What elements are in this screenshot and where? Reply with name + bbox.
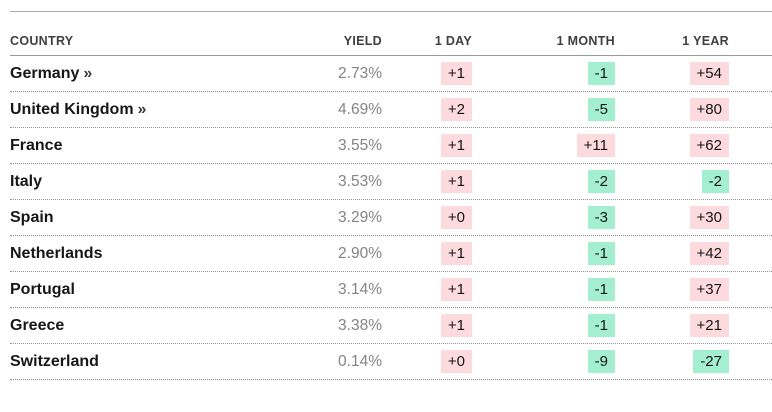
one-month-change-chip: -9 bbox=[587, 350, 615, 373]
country-cell: Spain bbox=[10, 209, 262, 227]
country-cell: Italy bbox=[10, 173, 262, 191]
yield-value: 3.14% bbox=[338, 280, 382, 298]
header-1-month: 1 MONTH bbox=[556, 34, 615, 48]
country-cell: Netherlands bbox=[10, 245, 262, 263]
table-row: Greece 3.38% +1 -1 +21 bbox=[10, 308, 772, 344]
one-year-change-chip: +62 bbox=[689, 134, 729, 157]
one-month-change-chip: -2 bbox=[587, 170, 615, 193]
table-row: Netherlands 2.90% +1 -1 +42 bbox=[10, 236, 772, 272]
table-row: Spain 3.29% +0 -3 +30 bbox=[10, 200, 772, 236]
table-row: France 3.55% +1 +11 +62 bbox=[10, 128, 772, 164]
header-1-day: 1 DAY bbox=[434, 34, 472, 48]
table-row: Germany» 2.73% +1 -1 +54 bbox=[10, 56, 772, 92]
bond-yields-table: COUNTRY YIELD 1 DAY 1 MONTH 1 YEAR Germa… bbox=[10, 11, 772, 380]
one-year-change-chip: +80 bbox=[689, 98, 729, 121]
table-row: Switzerland 0.14% +0 -9 -27 bbox=[10, 344, 772, 380]
one-day-change-chip: +1 bbox=[440, 62, 472, 85]
one-year-change-chip: +30 bbox=[689, 206, 729, 229]
header-country: COUNTRY bbox=[10, 34, 74, 48]
table-body: Germany» 2.73% +1 -1 +54 United Kingdom»… bbox=[10, 56, 772, 380]
one-month-change-chip: -1 bbox=[587, 242, 615, 265]
country-name: Greece bbox=[10, 316, 65, 334]
country-name: Italy bbox=[10, 172, 43, 190]
one-day-change-chip: +0 bbox=[440, 206, 472, 229]
yield-value: 3.38% bbox=[338, 316, 382, 334]
country-cell: Greece bbox=[10, 317, 262, 335]
one-year-change-chip: +37 bbox=[689, 278, 729, 301]
header-yield: YIELD bbox=[343, 34, 382, 48]
country-name: Switzerland bbox=[10, 352, 99, 370]
table-row: United Kingdom» 4.69% +2 -5 +80 bbox=[10, 92, 772, 128]
one-day-change-chip: +1 bbox=[440, 242, 472, 265]
yield-value: 0.14% bbox=[338, 352, 382, 370]
table-header-row: COUNTRY YIELD 1 DAY 1 MONTH 1 YEAR bbox=[10, 12, 772, 56]
one-month-change-chip: -1 bbox=[587, 62, 615, 85]
table-row: Portugal 3.14% +1 -1 +37 bbox=[10, 272, 772, 308]
country-name: France bbox=[10, 136, 63, 154]
one-day-change-chip: +2 bbox=[440, 98, 472, 121]
one-month-change-chip: +11 bbox=[576, 134, 615, 157]
table-row: Italy 3.53% +1 -2 -2 bbox=[10, 164, 772, 200]
header-1-year: 1 YEAR bbox=[682, 34, 729, 48]
country-link-arrow-icon: » bbox=[137, 100, 147, 118]
one-year-change-chip: -2 bbox=[701, 170, 729, 193]
country-name: Germany bbox=[10, 64, 80, 82]
one-year-change-chip: +21 bbox=[689, 314, 729, 337]
country-cell: Portugal bbox=[10, 281, 262, 299]
yield-value: 2.73% bbox=[338, 64, 382, 82]
yield-value: 3.53% bbox=[338, 172, 382, 190]
country-link-arrow-icon: » bbox=[83, 64, 93, 82]
country-name: United Kingdom bbox=[10, 100, 134, 118]
one-month-change-chip: -1 bbox=[587, 314, 615, 337]
one-day-change-chip: +1 bbox=[440, 134, 472, 157]
country-cell: France bbox=[10, 137, 262, 155]
country-name: Netherlands bbox=[10, 244, 103, 262]
country-cell[interactable]: United Kingdom» bbox=[10, 101, 262, 119]
yield-value: 3.29% bbox=[338, 208, 382, 226]
one-day-change-chip: +1 bbox=[440, 278, 472, 301]
one-day-change-chip: +0 bbox=[440, 350, 472, 373]
one-day-change-chip: +1 bbox=[440, 170, 472, 193]
one-month-change-chip: -3 bbox=[587, 206, 615, 229]
country-name: Spain bbox=[10, 208, 54, 226]
one-year-change-chip: -27 bbox=[693, 350, 729, 373]
one-year-change-chip: +42 bbox=[689, 242, 729, 265]
one-month-change-chip: -1 bbox=[587, 278, 615, 301]
one-month-change-chip: -5 bbox=[587, 98, 615, 121]
one-year-change-chip: +54 bbox=[689, 62, 729, 85]
one-day-change-chip: +1 bbox=[440, 314, 472, 337]
country-cell[interactable]: Germany» bbox=[10, 65, 262, 83]
yield-value: 3.55% bbox=[338, 136, 382, 154]
yield-value: 2.90% bbox=[338, 244, 382, 262]
yield-value: 4.69% bbox=[338, 100, 382, 118]
country-cell: Switzerland bbox=[10, 353, 262, 371]
country-name: Portugal bbox=[10, 280, 75, 298]
